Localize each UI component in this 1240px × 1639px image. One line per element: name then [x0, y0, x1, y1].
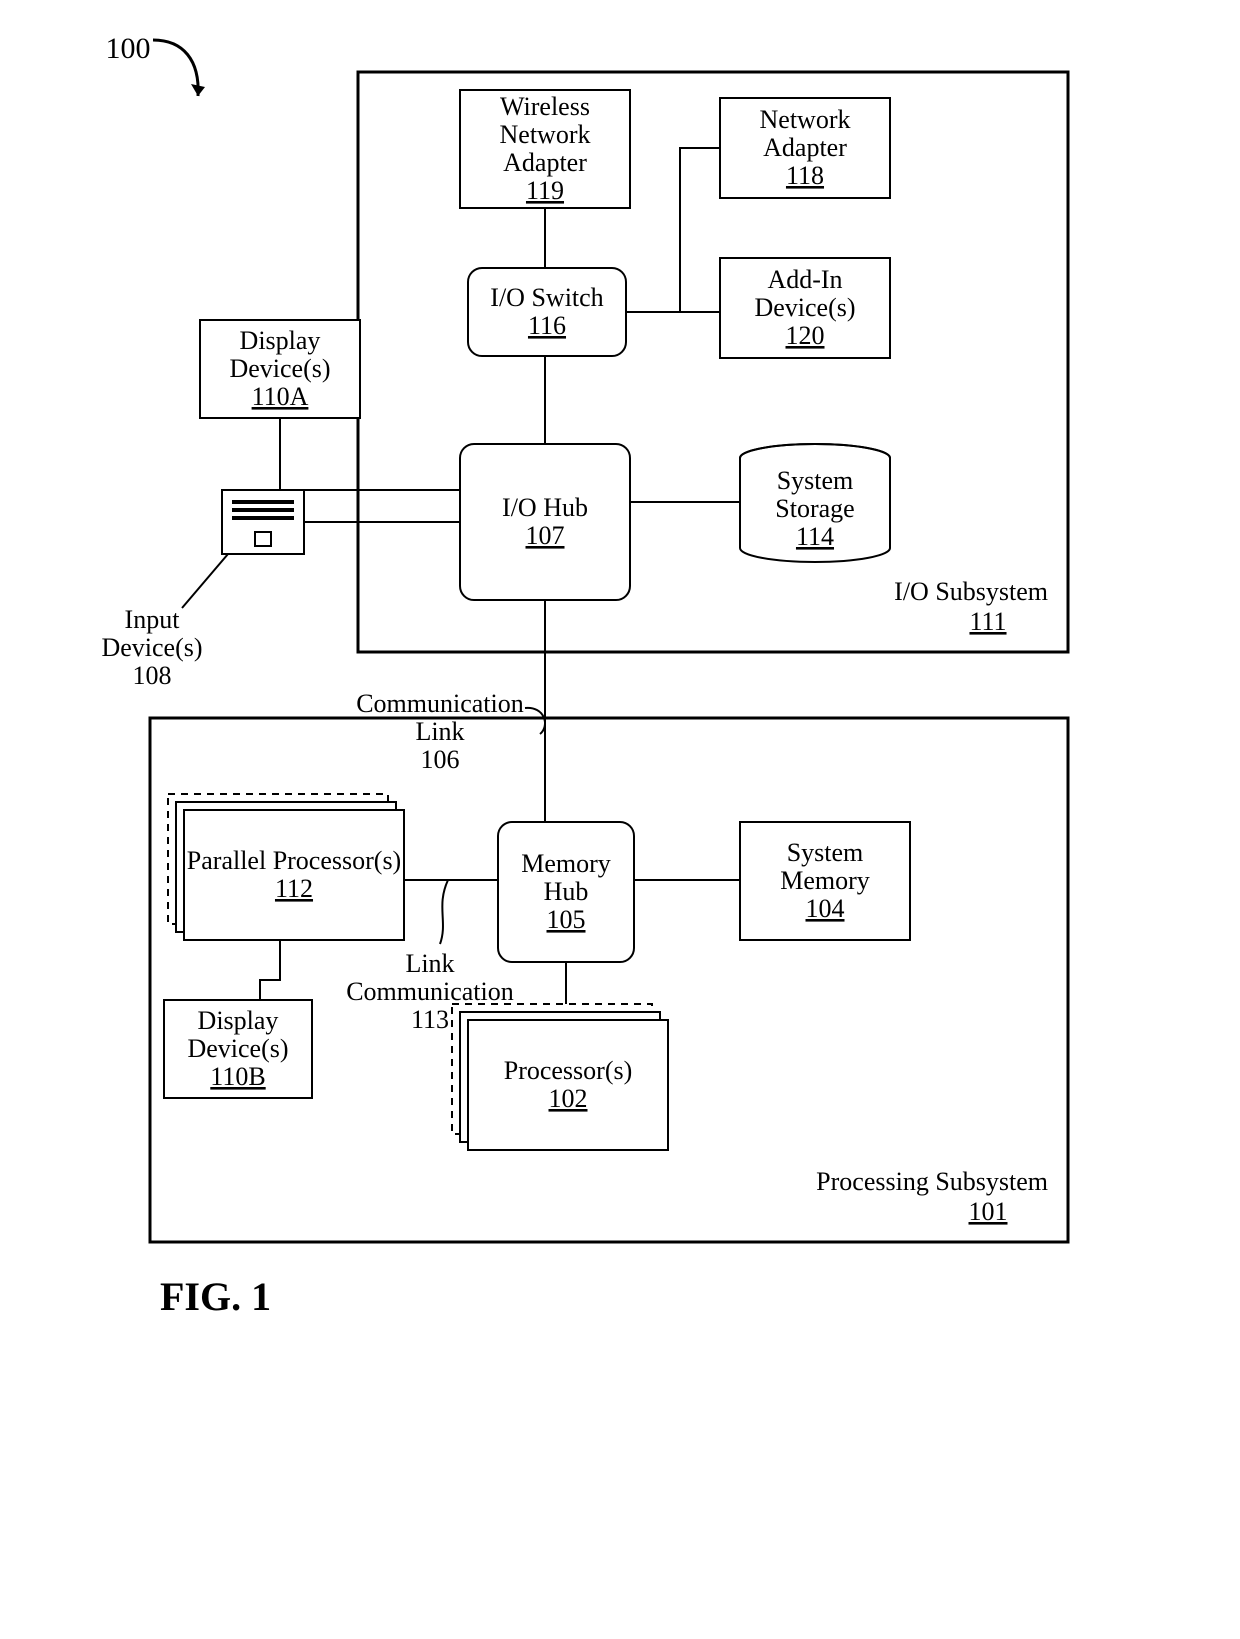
svg-text:I/O Hub: I/O Hub — [502, 493, 588, 522]
svg-text:I/O Switch: I/O Switch — [490, 283, 603, 312]
svg-text:105: 105 — [547, 905, 586, 934]
svg-text:Hub: Hub — [544, 877, 589, 906]
svg-text:Parallel Processor(s): Parallel Processor(s) — [187, 846, 401, 875]
svg-text:116: 116 — [528, 311, 566, 340]
svg-text:Device(s): Device(s) — [229, 354, 330, 383]
svg-text:Device(s): Device(s) — [101, 633, 202, 662]
svg-text:Processing Subsystem: Processing Subsystem — [816, 1167, 1048, 1196]
svg-text:110A: 110A — [252, 382, 309, 411]
svg-text:Device(s): Device(s) — [754, 293, 855, 322]
svg-text:112: 112 — [275, 874, 313, 903]
svg-text:120: 120 — [786, 321, 825, 350]
block-diagram: 100I/O Subsystem111Processing Subsystem1… — [0, 0, 1240, 1634]
svg-text:Display: Display — [240, 326, 321, 355]
svg-text:100: 100 — [106, 32, 151, 65]
svg-text:113: 113 — [411, 1005, 449, 1034]
svg-text:I/O Subsystem: I/O Subsystem — [894, 577, 1048, 606]
svg-text:119: 119 — [526, 176, 564, 205]
svg-text:Input: Input — [125, 605, 181, 634]
svg-text:Communication: Communication — [346, 977, 514, 1006]
svg-text:Link: Link — [405, 949, 454, 978]
svg-text:System: System — [777, 466, 854, 495]
svg-text:106: 106 — [421, 745, 460, 774]
svg-text:FIG. 1: FIG. 1 — [160, 1274, 271, 1319]
svg-text:118: 118 — [786, 161, 824, 190]
svg-text:Network: Network — [760, 105, 851, 134]
svg-text:108: 108 — [133, 661, 172, 690]
svg-text:Adapter: Adapter — [503, 148, 587, 177]
svg-text:Network: Network — [500, 120, 591, 149]
svg-text:Device(s): Device(s) — [187, 1034, 288, 1063]
svg-text:Processor(s): Processor(s) — [504, 1056, 633, 1085]
svg-text:101: 101 — [969, 1197, 1008, 1226]
svg-text:Display: Display — [198, 1006, 279, 1035]
svg-text:Wireless: Wireless — [500, 92, 590, 121]
svg-text:104: 104 — [806, 894, 845, 923]
svg-text:110B: 110B — [210, 1062, 265, 1091]
svg-text:102: 102 — [549, 1084, 588, 1113]
svg-text:Storage: Storage — [775, 494, 854, 523]
svg-text:Memory: Memory — [521, 849, 611, 878]
svg-text:111: 111 — [969, 607, 1006, 636]
svg-text:114: 114 — [796, 522, 834, 551]
svg-text:Memory: Memory — [780, 866, 870, 895]
svg-text:Communication: Communication — [356, 689, 524, 718]
svg-text:Link: Link — [415, 717, 464, 746]
svg-text:107: 107 — [526, 521, 565, 550]
svg-text:Add-In: Add-In — [767, 265, 842, 294]
svg-text:Adapter: Adapter — [763, 133, 847, 162]
svg-text:System: System — [787, 838, 864, 867]
